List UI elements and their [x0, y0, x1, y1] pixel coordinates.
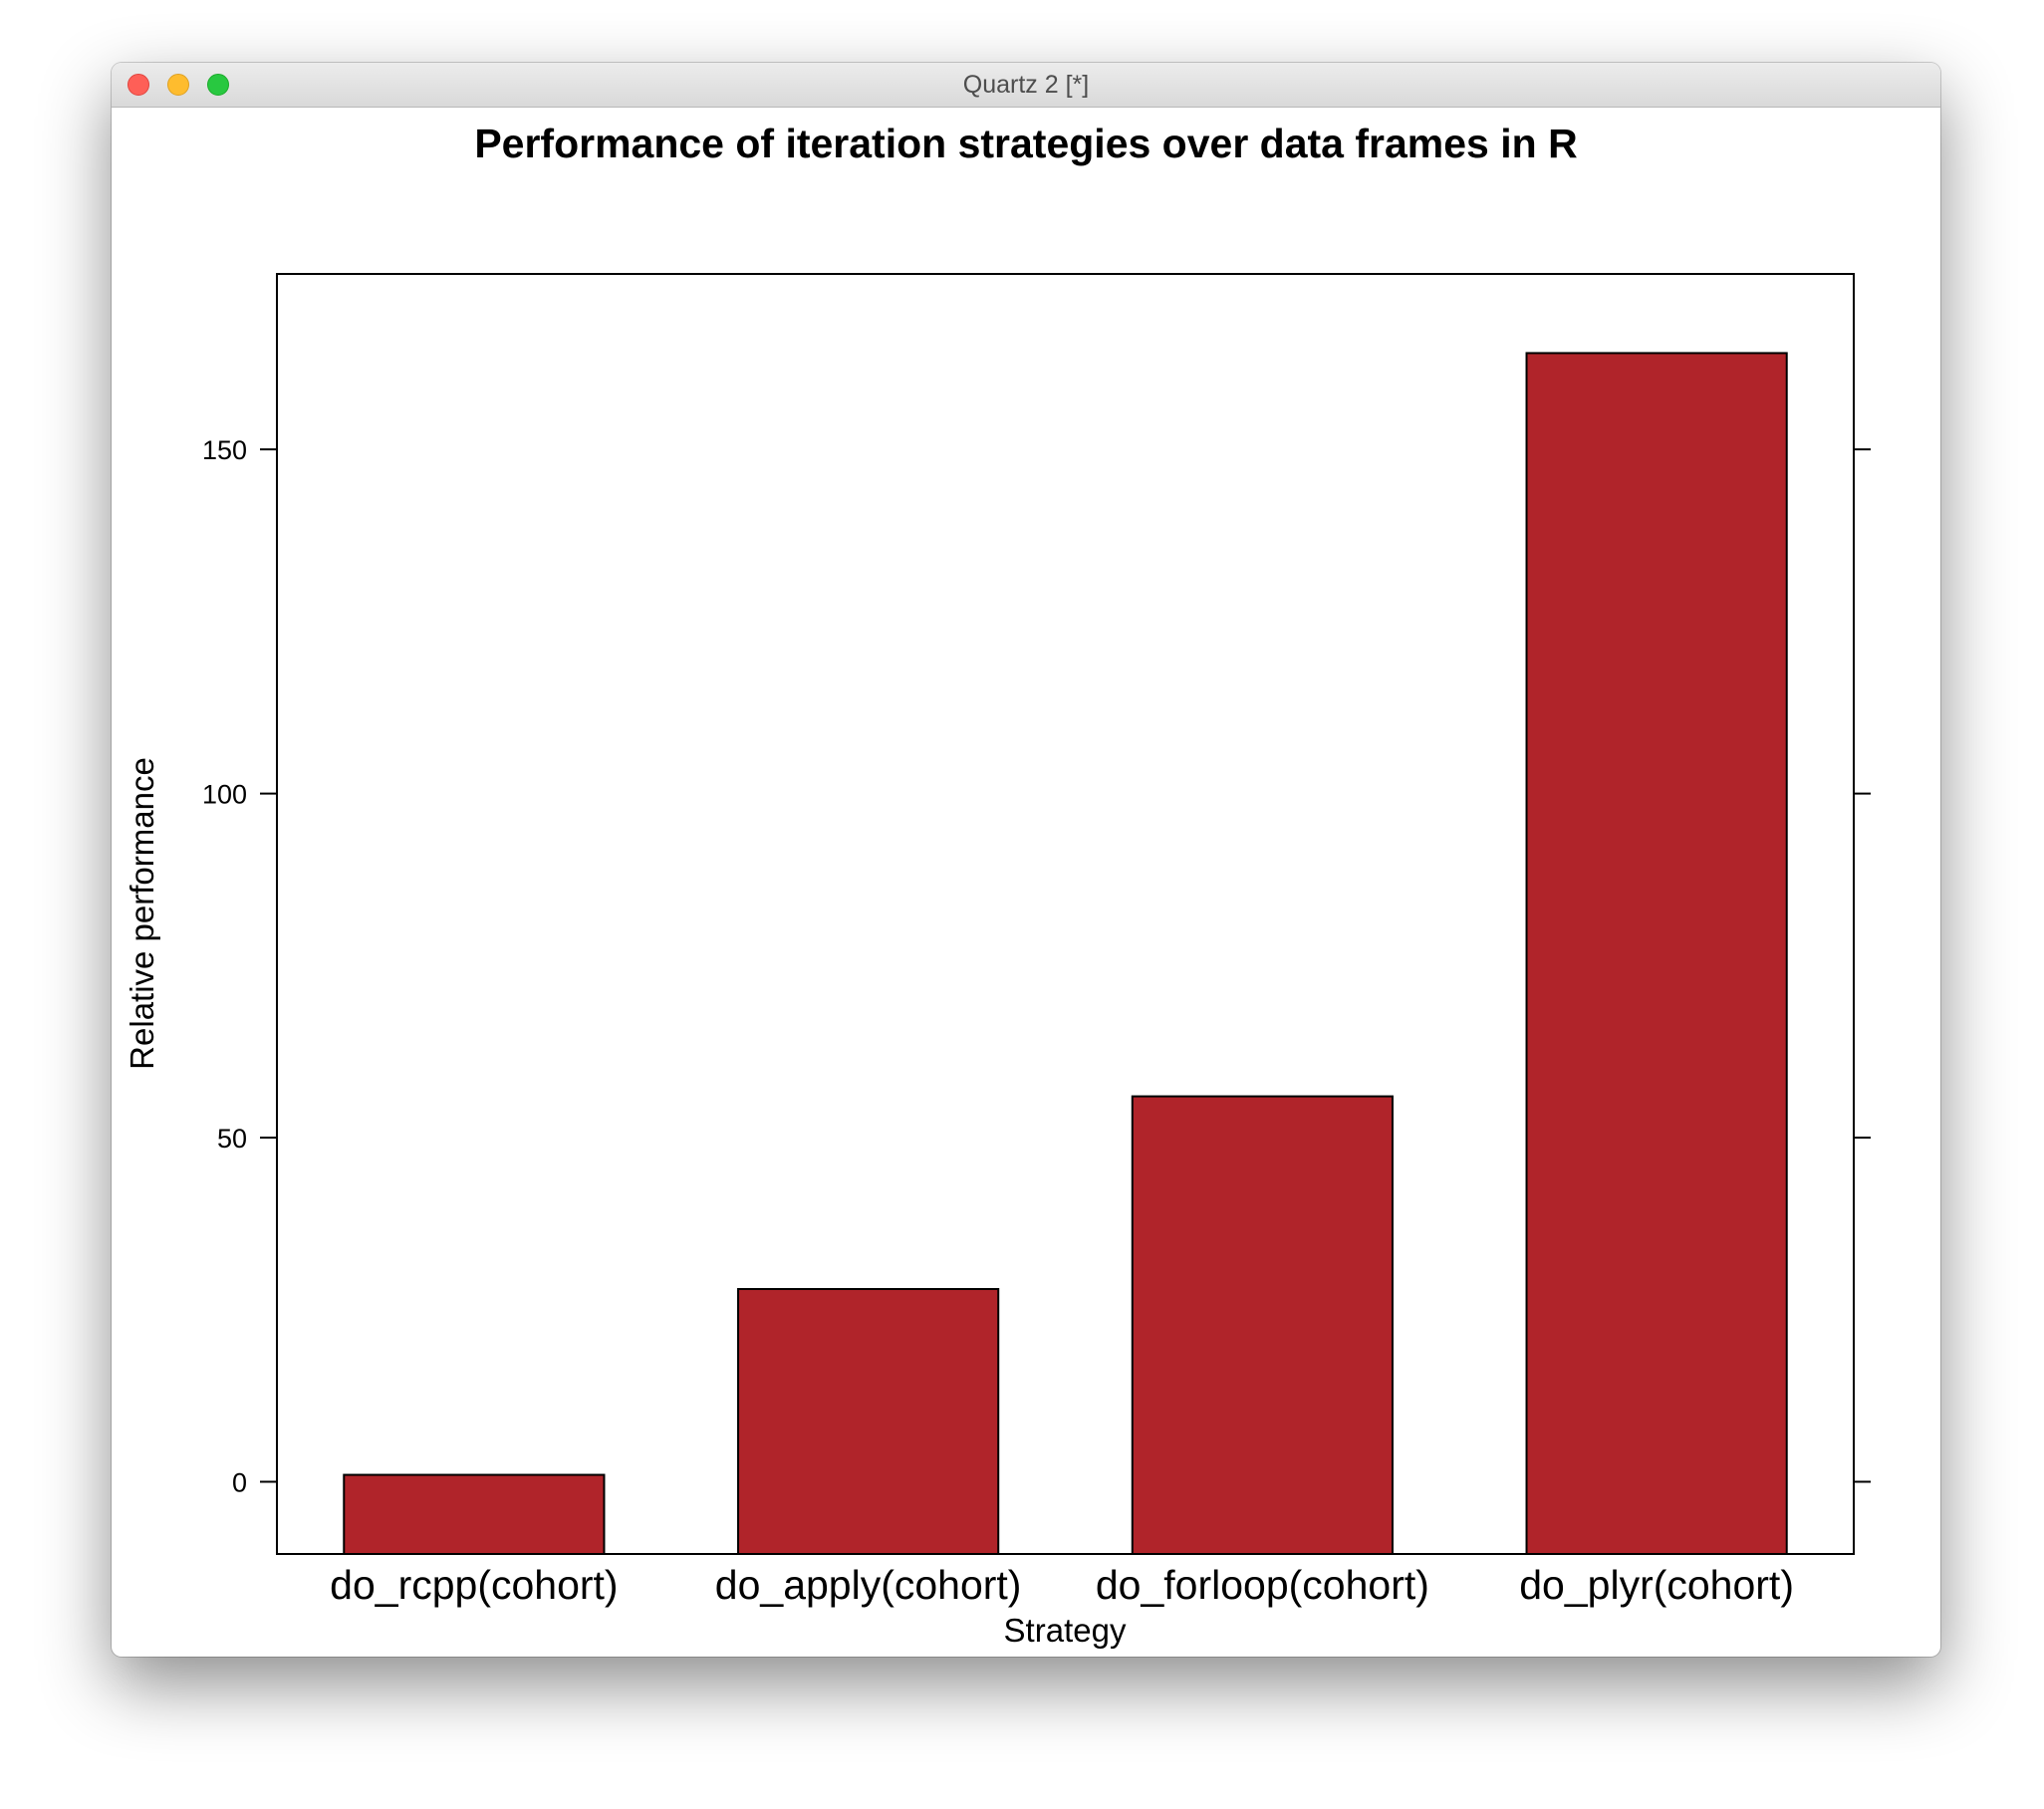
x-axis-label: Strategy — [1004, 1612, 1127, 1649]
quartz-window: Quartz 2 [*] Performance of iteration st… — [112, 63, 1940, 1657]
bar-2 — [737, 1288, 1000, 1555]
zoom-button[interactable] — [207, 74, 229, 96]
x-tick-label: do_apply(cohort) — [715, 1562, 1022, 1608]
y-tick-label: 100 — [202, 780, 247, 810]
x-tick-labels: do_rcpp(cohort) do_apply(cohort) do_forloo… — [330, 1562, 1794, 1608]
y-tick-label: 50 — [217, 1124, 247, 1154]
close-button[interactable] — [128, 74, 149, 96]
bar-4 — [1525, 352, 1788, 1555]
bar-3 — [1131, 1095, 1394, 1555]
chart-title: Performance of iteration strategies over… — [474, 121, 1577, 166]
x-tick-label: do_plyr(cohort) — [1519, 1562, 1794, 1608]
minimize-button[interactable] — [167, 74, 189, 96]
plot-frame — [276, 273, 1855, 1555]
window-title: Quartz 2 [*] — [962, 71, 1090, 99]
window-titlebar[interactable]: Quartz 2 [*] — [112, 63, 1940, 108]
y-tick-label: 0 — [232, 1467, 247, 1497]
y-axis-label: Relative performance — [124, 757, 160, 1070]
bars — [343, 352, 1788, 1555]
x-tick-label: do_rcpp(cohort) — [330, 1562, 618, 1608]
x-tick-label: do_forloop(cohort) — [1096, 1562, 1429, 1608]
bar-chart: Performance of iteration strategies over… — [124, 121, 1871, 1649]
plot-area: Performance of iteration strategies over… — [112, 108, 1940, 1657]
bar-1 — [343, 1473, 606, 1555]
y-tick-label: 150 — [202, 435, 247, 465]
y-axis-ticks: 0 50 100 150 — [202, 435, 1871, 1497]
